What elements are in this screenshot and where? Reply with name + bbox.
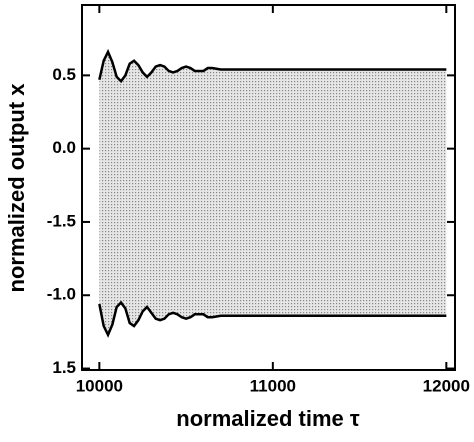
x-tick-label: 12000 [423, 376, 470, 395]
y-axis-label: normalized output x [4, 83, 29, 293]
series-line [98, 300, 447, 338]
x-tick-label: 11000 [250, 376, 296, 395]
y-tick-label: 1.5 [52, 358, 76, 377]
shaded-band [99, 51, 447, 335]
y-tick-label: 0.5 [52, 65, 76, 84]
y-tick-label: -1.5 [47, 211, 76, 230]
x-tick-label: 10000 [76, 376, 123, 395]
series-line [98, 48, 447, 84]
y-tick-label: -1.0 [47, 285, 76, 304]
plot-frame [81, 4, 456, 371]
y-tick-label: 0.0 [52, 138, 76, 157]
x-axis-label: normalized time τ [176, 406, 360, 431]
